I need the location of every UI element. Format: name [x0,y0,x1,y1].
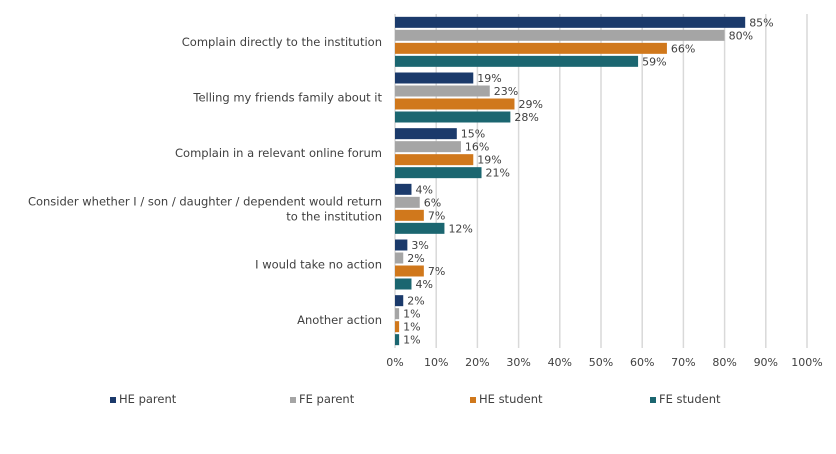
data-label: 15% [461,128,485,141]
data-label: 2% [407,295,424,308]
category-label: Consider whether I / son / daughter / de… [28,194,382,208]
category-label: to the institution [286,209,382,223]
bar-he-student [395,265,424,277]
bar-fe-parent [395,196,420,208]
data-label: 28% [514,111,538,124]
bar-fe-parent [395,29,725,41]
x-tick-label: 10% [424,356,448,369]
data-label: 80% [729,29,753,42]
bar-he-parent [395,128,457,140]
data-label: 19% [477,72,501,85]
data-label: 19% [477,154,501,167]
bar-fe-student [395,167,482,179]
x-tick-label: 0% [386,356,403,369]
data-label: 4% [415,278,432,291]
bar-he-parent [395,72,474,84]
bar-fe-parent [395,85,490,97]
data-label: 29% [518,98,542,111]
bar-fe-student [395,222,445,234]
x-tick-label: 70% [671,356,695,369]
legend-swatch [470,397,476,403]
data-label: 2% [407,252,424,265]
x-tick-label: 60% [630,356,654,369]
legend-swatch [290,397,296,403]
data-label: 66% [671,42,695,55]
bar-fe-student [395,334,400,346]
legend-label: HE student [479,392,543,406]
data-label: 16% [465,141,489,154]
bar-he-parent [395,183,412,195]
bar-he-parent [395,16,746,28]
x-tick-label: 20% [465,356,489,369]
x-tick-label: 100% [791,356,822,369]
data-label: 6% [424,196,441,209]
category-label: Telling my friends family about it [192,91,382,105]
bar-fe-parent [395,252,404,264]
data-label: 59% [642,55,666,68]
data-label: 85% [749,16,773,29]
data-label: 7% [428,209,445,222]
category-label: Complain directly to the institution [182,35,382,49]
x-tick-label: 90% [754,356,778,369]
category-label: Another action [297,313,382,327]
legend-label: FE parent [299,392,355,406]
data-label: 7% [428,265,445,278]
data-label: 1% [403,334,420,347]
bar-fe-student [395,111,511,123]
legend-swatch [650,397,656,403]
bar-fe-student [395,278,412,290]
bar-he-student [395,321,400,333]
bar-he-parent [395,295,404,307]
legend-label: FE student [659,392,721,406]
x-tick-label: 50% [589,356,613,369]
bar-fe-parent [395,141,461,153]
bar-he-student [395,98,515,110]
x-tick-label: 80% [712,356,736,369]
bar-he-student [395,209,424,221]
bar-he-parent [395,239,408,251]
bar-fe-parent [395,308,400,320]
legend-swatch [110,397,116,403]
bar-fe-student [395,55,639,67]
x-tick-label: 40% [548,356,572,369]
x-tick-label: 30% [506,356,530,369]
data-label: 1% [403,321,420,334]
legend-label: HE parent [119,392,177,406]
data-label: 23% [494,85,518,98]
category-label: I would take no action [255,258,382,272]
bar-he-student [395,42,667,54]
data-label: 4% [415,183,432,196]
data-label: 12% [448,222,472,235]
data-label: 21% [486,167,510,180]
data-label: 1% [403,308,420,321]
category-label: Complain in a relevant online forum [175,146,382,160]
data-label: 3% [411,239,428,252]
bar-he-student [395,154,474,166]
